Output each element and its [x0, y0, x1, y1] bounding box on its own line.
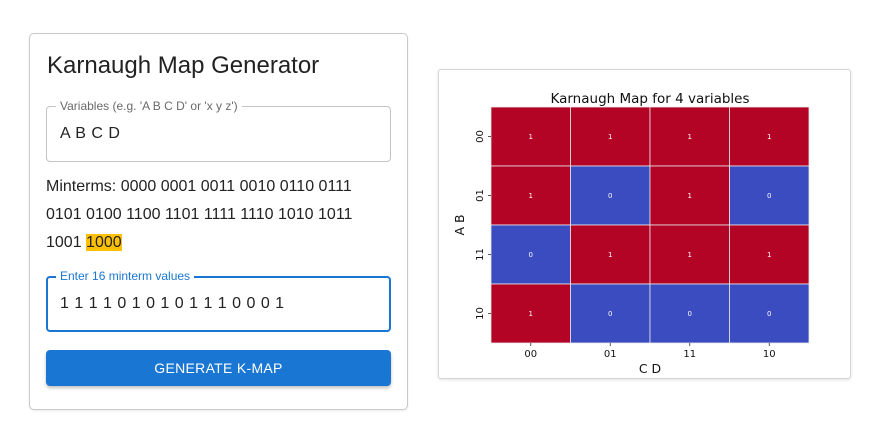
minterm-code: 1100: [126, 206, 161, 223]
minterm-code: 1111: [203, 206, 236, 223]
kmap-cell: [570, 165, 651, 226]
minterm-code: 0001: [160, 178, 197, 195]
x-tick-label: 00: [524, 349, 537, 360]
generate-kmap-button[interactable]: GENERATE K-MAP: [46, 350, 391, 386]
minterm-code: 1101: [164, 206, 200, 223]
variables-field[interactable]: Variables (e.g. 'A B C D' or 'x y z') A …: [46, 99, 391, 162]
kmap-chart-card: Karnaugh Map for 4 variables 1 1 1 1 1 0 1 0 0 1 1 1…: [438, 69, 851, 379]
page-title: Karnaugh Map Generator: [47, 52, 320, 79]
minterm-code: 1001: [46, 234, 82, 251]
minterm-code: 0100: [86, 206, 122, 223]
chart-title: Karnaugh Map for 4 variables: [550, 91, 749, 107]
minterm-code: 0011: [200, 178, 236, 195]
minterm-code: 1000: [86, 234, 122, 251]
minterm-code: 0101: [46, 206, 82, 223]
minterm-code: 1011: [318, 206, 353, 223]
kmap-cell-value: 1: [529, 133, 533, 141]
x-tick-label: 11: [683, 349, 696, 360]
kmap-cell-value: 1: [608, 251, 612, 259]
variables-field-label: Variables (e.g. 'A B C D' or 'x y z'): [56, 99, 242, 113]
kmap-cell: [570, 283, 651, 344]
y-axis-label: A B: [452, 214, 467, 235]
minterm-code: 1010: [277, 206, 314, 223]
minterm-code: 0110: [279, 178, 315, 195]
kmap-cell-value: 0: [767, 192, 771, 200]
minterms-list: Minterms: 0000 0001 0011 0010 0110 0111 …: [46, 173, 391, 257]
y-tick-label: 11: [475, 248, 486, 261]
minterm-code: 0010: [239, 178, 276, 195]
kmap-cell-value: 1: [767, 251, 771, 259]
kmap-cell-value: 1: [688, 192, 692, 200]
minterm-values-label: Enter 16 minterm values: [56, 269, 195, 283]
kmap-cell: [729, 106, 810, 167]
kmap-cell: [490, 106, 571, 167]
minterms-prefix: Minterms:: [46, 178, 117, 195]
kmap-cell-value: 0: [767, 310, 771, 318]
kmap-cell: [729, 165, 810, 226]
minterm-values-input[interactable]: 1 1 1 1 0 1 0 1 0 1 1 1 0 0 0 1: [60, 295, 285, 312]
x-axis-label: C D: [639, 361, 661, 376]
minterm-code: 1110: [240, 206, 274, 223]
kmap-cell: [729, 224, 810, 285]
kmap-cell: [490, 283, 571, 344]
kmap-cell-value: 1: [688, 133, 692, 141]
kmap-cell-value: 1: [529, 310, 533, 318]
y-tick-label: 00: [475, 130, 486, 143]
minterm-code: 0000: [120, 178, 157, 195]
kmap-cell-value: 1: [688, 251, 692, 259]
kmap-cell: [729, 283, 810, 344]
kmap-cell-value: 1: [529, 192, 533, 200]
kmap-cell: [570, 224, 651, 285]
kmap-cell-value: 0: [529, 251, 533, 259]
y-tick-label: 01: [475, 189, 486, 202]
variables-input[interactable]: A B C D: [60, 125, 121, 142]
minterm-values-field[interactable]: Enter 16 minterm values 1 1 1 1 0 1 0 1 …: [46, 269, 391, 332]
kmap-cell-value: 1: [608, 133, 612, 141]
kmap-cell: [570, 106, 651, 167]
x-tick-label: 10: [763, 349, 776, 360]
kmap-cell-value: 0: [608, 192, 612, 200]
kmap-cell-value: 0: [608, 310, 612, 318]
kmap-cell-value: 1: [767, 133, 771, 141]
y-tick-label: 10: [475, 307, 486, 320]
x-tick-label: 01: [604, 349, 617, 360]
kmap-cell: [490, 165, 571, 226]
kmap-cell: [649, 106, 730, 167]
kmap-cell-value: 0: [688, 310, 692, 318]
kmap-form-card: Karnaugh Map Generator Variables (e.g. '…: [29, 33, 408, 410]
minterm-code: 0111: [318, 178, 352, 195]
